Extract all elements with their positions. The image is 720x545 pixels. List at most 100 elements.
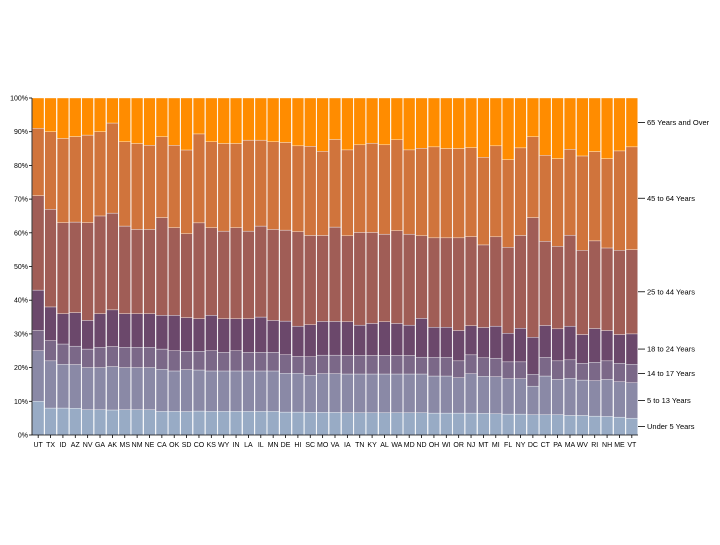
- bar-segment-IN-2: [230, 350, 243, 372]
- bar-segment-WI-3: [440, 326, 453, 358]
- bar-segment-ME-2: [613, 363, 626, 382]
- bar-segment-OR-6: [452, 97, 465, 149]
- bar-segment-TN-5: [353, 144, 366, 233]
- bar-segment-NH-6: [601, 97, 614, 159]
- bar-segment-KY-4: [366, 232, 379, 324]
- bar-segment-DC-4: [526, 217, 539, 338]
- bar-segment-SC-0: [304, 412, 317, 436]
- bar-segment-AZ-5: [69, 136, 82, 223]
- bar-segment-OK-1: [168, 370, 181, 412]
- bar-segment-SD-1: [180, 369, 193, 412]
- bar-segment-ME-4: [613, 250, 626, 335]
- bar-segment-NV-1: [81, 367, 94, 410]
- bar-segment-OK-4: [168, 227, 181, 316]
- bar-segment-LA-5: [242, 139, 255, 232]
- bar-segment-VT-5: [625, 146, 638, 250]
- x-tick-label-NY: NY: [516, 442, 526, 449]
- bar-segment-TX-5: [44, 131, 57, 210]
- bar-segment-NV-6: [81, 97, 94, 136]
- bar-segment-NE-4: [143, 229, 156, 314]
- bar-segment-AZ-2: [69, 345, 82, 365]
- x-tick-label-NE: NE: [145, 442, 155, 449]
- bar-segment-IL-2: [254, 352, 267, 372]
- x-tick-label-WV: WV: [577, 442, 589, 449]
- x-tick-label-MD: MD: [404, 442, 415, 449]
- bar-segment-VA-3: [329, 321, 341, 356]
- bar-segment-MN-3: [267, 320, 280, 353]
- y-tick-label: 90%: [14, 129, 28, 136]
- bar-segment-NV-3: [81, 320, 94, 350]
- legend: Under 5 Years 5 to 13 Years 14 to 17 Years…: [638, 118, 710, 431]
- bar-segment-OK-5: [168, 145, 181, 228]
- bar-segment-VT-1: [625, 382, 638, 419]
- y-tick-label: 30%: [14, 331, 28, 338]
- bar-segment-NV-5: [81, 134, 94, 223]
- bar-segment-MO-5: [316, 151, 329, 236]
- bar-segment-DE-4: [279, 229, 292, 322]
- bar-segment-PA-5: [551, 158, 564, 247]
- bar-segment-IA-0: [341, 412, 354, 436]
- bar-segment-WV-1: [576, 379, 589, 416]
- bar-segment-WV-2: [576, 363, 589, 381]
- bar-segment-MT-3: [477, 327, 490, 359]
- bar-segment-PA-1: [551, 379, 564, 415]
- bar-segment-IN-0: [230, 411, 243, 436]
- bar-segment-MT-5: [477, 157, 490, 246]
- x-tick-label-IL: IL: [258, 442, 264, 449]
- y-tick-label: 60%: [14, 230, 28, 237]
- bar-segment-AL-4: [378, 233, 391, 322]
- bar-segment-HI-0: [291, 411, 304, 436]
- bar-segment-MN-1: [267, 370, 280, 412]
- bar-segment-NY-1: [514, 378, 527, 415]
- bar-segment-KS-5: [205, 141, 218, 228]
- bar-segment-MT-1: [477, 376, 490, 414]
- bar-segment-CA-2: [155, 348, 168, 370]
- bar-segment-VA-6: [329, 97, 341, 140]
- bar-segment-MS-2: [118, 347, 131, 368]
- bar-segment-WI-4: [440, 237, 453, 328]
- bar-segment-DE-0: [279, 411, 292, 436]
- bar-segment-ND-3: [415, 318, 428, 358]
- bar-segment-OR-1: [452, 377, 465, 414]
- x-tick-label-WI: WI: [442, 442, 451, 449]
- bar-segment-NJ-6: [465, 97, 478, 148]
- bar-segment-OK-3: [168, 315, 181, 351]
- x-tick-label-ME: ME: [614, 442, 625, 449]
- x-tick-label-KY: KY: [367, 442, 377, 449]
- y-tick-label: 0%: [18, 433, 28, 440]
- x-tick-label-WA: WA: [391, 442, 402, 449]
- bar-segment-MA-1: [563, 378, 576, 416]
- x-tick-label-CA: CA: [157, 442, 167, 449]
- bar-segment-MA-5: [563, 149, 576, 236]
- bar-segment-RI-2: [588, 362, 601, 381]
- bar-segment-DE-1: [279, 373, 292, 413]
- bar-segment-AK-6: [106, 97, 119, 124]
- x-tick-label-AZ: AZ: [71, 442, 81, 449]
- bar-segment-ND-1: [415, 373, 428, 413]
- bar-segment-IA-6: [341, 97, 354, 151]
- bar-segment-CA-1: [155, 369, 168, 412]
- x-tick-label-IN: IN: [233, 442, 240, 449]
- bar-segment-AZ-3: [69, 312, 82, 347]
- bar-segment-CO-4: [192, 222, 205, 319]
- bar-segment-FL-1: [502, 378, 515, 415]
- bar-segment-AZ-0: [69, 407, 82, 436]
- bar-segment-KY-3: [366, 323, 379, 356]
- bar-segment-AL-0: [378, 412, 391, 436]
- bar-segment-SD-0: [180, 411, 193, 436]
- x-tick-label-DE: DE: [281, 442, 291, 449]
- bar-segment-FL-6: [502, 97, 515, 160]
- bar-segment-WA-6: [390, 97, 403, 140]
- bar-segment-MA-2: [563, 359, 576, 379]
- bar-segment-AK-5: [106, 122, 119, 214]
- y-tick-label: 10%: [14, 399, 28, 406]
- bar-segment-MN-6: [267, 97, 280, 142]
- bar-segment-MD-2: [403, 355, 416, 375]
- bar-segment-WY-1: [217, 370, 230, 412]
- bar-segment-MO-6: [316, 97, 329, 152]
- bar-segment-FL-5: [502, 159, 515, 248]
- bar-segment-NM-0: [131, 409, 144, 436]
- bar-segment-SD-3: [180, 317, 193, 352]
